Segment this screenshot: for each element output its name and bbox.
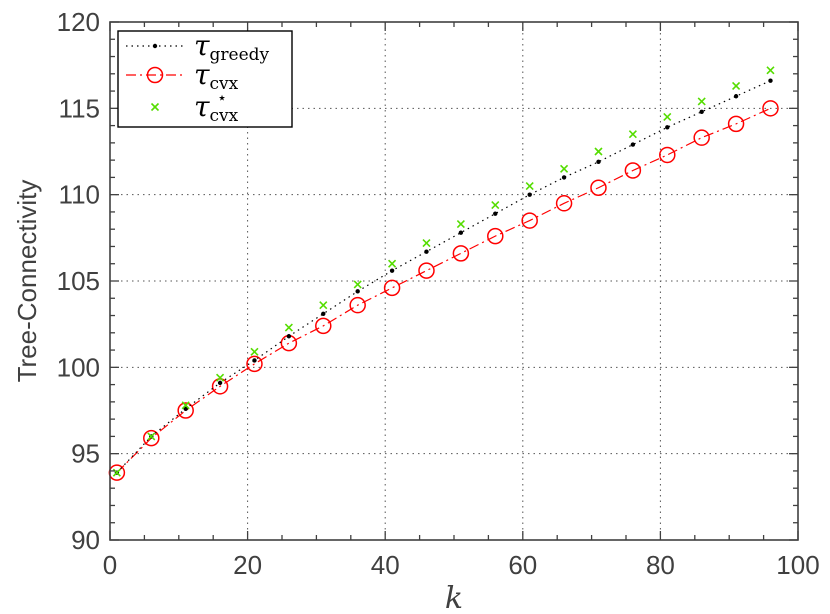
- data-point: [321, 311, 326, 317]
- data-point: [418, 262, 435, 279]
- x-axis-title: k: [445, 581, 463, 614]
- axis-ticks: [109, 21, 799, 541]
- data-point: [147, 432, 156, 441]
- x-tick-labels: 0 20 40 60 80 100: [103, 550, 820, 580]
- y-tick-label: 115: [59, 93, 100, 123]
- data-point: [594, 147, 603, 156]
- data-point: [284, 323, 293, 332]
- data-point: [183, 406, 188, 411]
- data-point: [217, 380, 223, 386]
- series-0: [114, 78, 773, 475]
- legend-marker: [146, 66, 164, 84]
- data-point: [250, 347, 259, 356]
- x-tick-label: 80: [646, 550, 675, 580]
- y-tick-label: 105: [57, 266, 100, 296]
- data-point: [663, 112, 672, 122]
- data-point: [596, 159, 601, 165]
- data-point: [252, 358, 257, 363]
- legend-marker: [150, 102, 160, 112]
- data-point: [355, 289, 360, 294]
- data-point: [424, 249, 429, 254]
- grid-lines: [110, 22, 798, 540]
- data-point: [766, 66, 775, 75]
- series-2: [112, 66, 775, 477]
- data-point: [181, 401, 190, 410]
- data-point: [491, 200, 500, 210]
- data-point: [527, 192, 532, 197]
- data-point: [349, 296, 366, 314]
- data-point: [628, 130, 637, 139]
- data-point: [177, 402, 194, 419]
- data-point: [286, 334, 292, 339]
- legend-marker: [152, 43, 158, 49]
- data-point: [388, 259, 397, 268]
- x-tick-label: 20: [233, 550, 262, 580]
- series-line: [116, 80, 771, 474]
- data-point: [422, 238, 431, 248]
- data-point: [630, 142, 636, 147]
- legend-box: [117, 30, 293, 128]
- data-point: [659, 146, 676, 164]
- legend-superscript: ⋆: [217, 88, 227, 107]
- data-point: [353, 280, 362, 289]
- data-point: [762, 100, 779, 117]
- data-point: [727, 115, 745, 133]
- data-point: [216, 373, 225, 382]
- y-tick-label: 90: [71, 525, 100, 555]
- data-point: [624, 162, 642, 179]
- series-layer: [108, 66, 779, 481]
- data-point: [143, 429, 160, 447]
- data-point: [768, 78, 773, 83]
- data-point: [389, 268, 395, 273]
- data-point: [452, 245, 470, 262]
- data-point: [699, 109, 704, 114]
- y-tick-labels: 90 95 100 105 110 115 120: [57, 7, 100, 555]
- data-point: [732, 81, 741, 90]
- data-point: [521, 212, 538, 229]
- data-point: [487, 227, 504, 245]
- data-point: [319, 301, 328, 310]
- y-tick-label: 95: [71, 439, 100, 469]
- x-tick-label: 60: [508, 550, 537, 580]
- data-point: [315, 317, 332, 335]
- data-point: [383, 279, 401, 297]
- data-point: [493, 211, 498, 216]
- data-point: [665, 125, 670, 130]
- data-point: [590, 179, 607, 197]
- y-axis-title: Tree-Connectivity: [12, 180, 42, 383]
- data-point: [693, 129, 710, 146]
- data-point: [697, 97, 706, 106]
- data-point: [555, 195, 573, 212]
- data-point: [525, 181, 534, 191]
- data-point: [458, 230, 464, 235]
- data-point: [561, 175, 567, 180]
- x-tick-label: 40: [371, 550, 400, 580]
- data-point: [456, 219, 465, 229]
- y-tick-label: 100: [57, 352, 100, 382]
- data-point: [560, 164, 569, 173]
- y-tick-label: 120: [57, 7, 100, 37]
- x-tick-label: 100: [776, 550, 819, 580]
- x-tick-label: 0: [103, 550, 117, 580]
- data-point: [211, 378, 229, 395]
- data-point: [246, 355, 263, 373]
- y-tick-label: 110: [59, 180, 100, 210]
- data-point: [733, 94, 739, 99]
